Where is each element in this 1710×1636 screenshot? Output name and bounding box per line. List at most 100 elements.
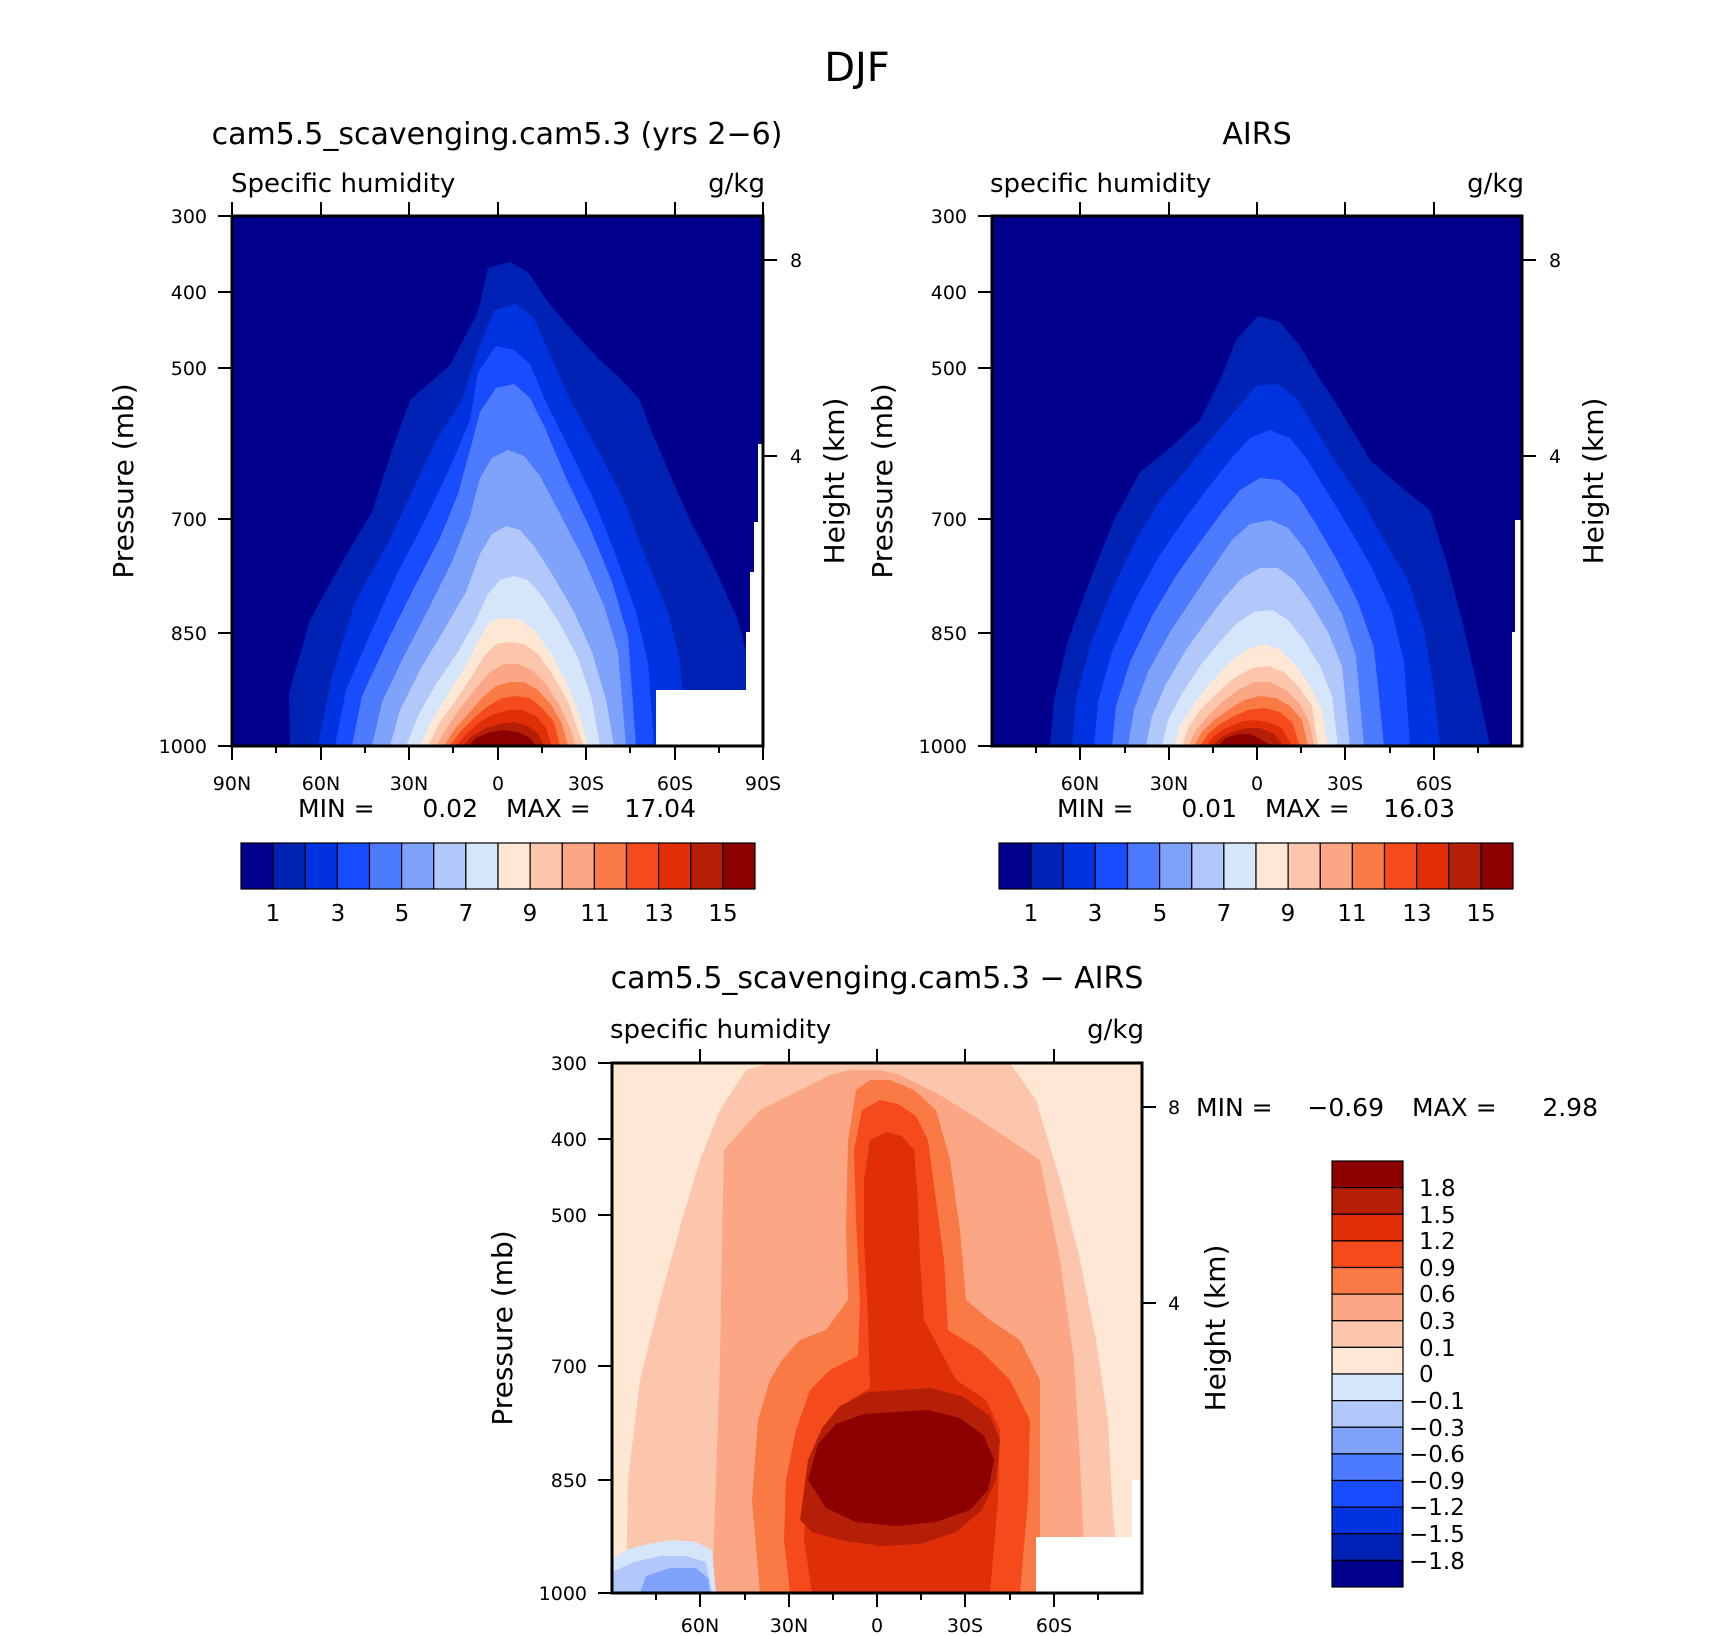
colorbar-swatch xyxy=(593,842,628,890)
colorbar-swatch xyxy=(240,842,274,890)
colorbar-swatch xyxy=(1159,842,1193,890)
panel-title: AIRS xyxy=(1222,117,1291,152)
y-tick-label: 400 xyxy=(551,1129,587,1151)
x-tick-label: 90S xyxy=(745,773,781,795)
colorbar-swatch xyxy=(1351,842,1386,890)
colorbar-label: 0.1 xyxy=(1419,1336,1456,1362)
colorbar-labels: 1 3 5 7 9 11 13 15 xyxy=(1024,901,1496,927)
colorbar-label: 0.3 xyxy=(1419,1309,1456,1335)
variable-label: specific humidity xyxy=(610,1015,831,1045)
colorbar-label: 11 xyxy=(580,901,609,927)
height-tick-label: 8 xyxy=(790,250,802,272)
y-tick-label: 400 xyxy=(931,282,967,304)
height-tick-labels: 8 4 xyxy=(790,250,802,468)
colorbar-label: 11 xyxy=(1337,901,1366,927)
min-value: 0.02 xyxy=(422,794,478,823)
y-tick-label: 1000 xyxy=(539,1583,587,1605)
x-tick-label: 30N xyxy=(1150,773,1188,795)
contour-field xyxy=(612,1063,1142,1593)
colorbar-label: 13 xyxy=(644,901,673,927)
colorbar-swatch xyxy=(272,842,306,890)
colorbar: 1 3 5 7 9 11 13 15 xyxy=(998,842,1514,927)
colorbar-label: 7 xyxy=(459,901,474,927)
contour-field xyxy=(992,216,1522,746)
y-axis-label: Pressure (mb) xyxy=(107,383,140,578)
colorbar-label: −0.9 xyxy=(1409,1469,1465,1495)
colorbar-label: −0.1 xyxy=(1409,1389,1465,1415)
colorbar-label: 9 xyxy=(1281,901,1296,927)
y-tick-label: 700 xyxy=(931,509,967,531)
y-tick-label: 500 xyxy=(551,1205,587,1227)
y-tick-label: 1000 xyxy=(919,736,967,758)
plot-ticks xyxy=(598,1049,1156,1607)
missing-data-region xyxy=(656,444,763,746)
y-tick-label: 300 xyxy=(171,206,207,228)
y-tick-label: 700 xyxy=(551,1356,587,1378)
colorbar-label: 0.9 xyxy=(1419,1256,1456,1282)
y-axis-label: Pressure (mb) xyxy=(866,383,899,578)
x-tick-label: 60S xyxy=(657,773,693,795)
diff-level-neg-0.6 xyxy=(640,1568,710,1593)
y-tick-label: 500 xyxy=(171,358,207,380)
colorbar-swatch xyxy=(1030,842,1064,890)
height-tick-label: 4 xyxy=(1168,1293,1180,1315)
colorbar-label: −1.8 xyxy=(1409,1549,1465,1575)
y-tick-label: 300 xyxy=(931,206,967,228)
colorbar-swatch xyxy=(529,842,563,890)
colorbar-swatch xyxy=(561,842,595,890)
height-tick-label: 8 xyxy=(1168,1097,1180,1119)
colorbar-swatch xyxy=(336,842,371,890)
max-value: 2.98 xyxy=(1542,1093,1598,1122)
y2-axis-label: Height (km) xyxy=(818,398,851,565)
colorbar-swatch xyxy=(368,842,403,890)
y-tick-label: 850 xyxy=(171,623,207,645)
colorbar-swatch xyxy=(1480,842,1514,890)
colorbar-label: 1.8 xyxy=(1419,1176,1456,1202)
colorbar-swatch xyxy=(1383,842,1418,890)
min-value: 0.01 xyxy=(1181,794,1237,823)
colorbar-swatch xyxy=(1448,842,1482,890)
min-max-readout: MIN = 0.01 MAX = 16.03 xyxy=(1057,794,1455,823)
y-axis-label: Pressure (mb) xyxy=(486,1230,519,1425)
colorbar-swatch xyxy=(433,842,467,890)
colorbar-label: 5 xyxy=(1153,901,1168,927)
colorbar: 1.8 1.5 1.2 0.9 0.6 0.3 0.1 0 −0.1 −0.3 … xyxy=(1331,1160,1465,1588)
units-label: g/kg xyxy=(1467,169,1524,199)
colorbar-swatch xyxy=(1331,1266,1404,1295)
y-tick-labels: 300 400 500 700 850 1000 xyxy=(159,206,207,758)
x-tick-label: 30S xyxy=(947,1615,983,1636)
colorbar-swatch xyxy=(1094,842,1129,890)
min-label: MIN = xyxy=(1057,794,1134,823)
colorbar-swatch xyxy=(1331,1240,1404,1269)
x-tick-labels: 60N 30N 0 30S 60S xyxy=(1061,773,1452,795)
y-tick-label: 400 xyxy=(171,282,207,304)
colorbar-label: 0 xyxy=(1419,1362,1434,1388)
x-tick-label: 60S xyxy=(1036,1615,1072,1636)
variable-label: specific humidity xyxy=(990,169,1211,199)
height-tick-labels: 8 4 xyxy=(1168,1097,1180,1315)
x-tick-labels: 60N 30N 0 30S 60S xyxy=(681,1615,1072,1636)
y-tick-label: 300 xyxy=(551,1053,587,1075)
y2-axis-label: Height (km) xyxy=(1199,1245,1232,1412)
panel-model: cam5.5_scavenging.cam5.3 (yrs 2−6) Speci… xyxy=(107,117,851,927)
min-max-readout: MIN = 0.02 MAX = 17.04 xyxy=(298,794,696,823)
colorbar-label: 1.2 xyxy=(1419,1229,1456,1255)
colorbar-label: 13 xyxy=(1402,901,1431,927)
max-value: 16.03 xyxy=(1383,794,1455,823)
colorbar-swatch xyxy=(465,842,499,890)
colorbar-swatch xyxy=(1191,842,1225,890)
missing-data-region xyxy=(1036,1480,1142,1593)
colorbar-label: −0.6 xyxy=(1409,1442,1465,1468)
y2-axis-label: Height (km) xyxy=(1577,398,1610,565)
colorbar-swatch xyxy=(304,842,338,890)
y-tick-labels: 300 400 500 700 850 1000 xyxy=(919,206,967,758)
colorbar-label: −0.3 xyxy=(1409,1416,1465,1442)
panel-diff: cam5.5_scavenging.cam5.3 − AIRS specific… xyxy=(486,961,1598,1636)
colorbar-label: 3 xyxy=(1088,901,1103,927)
colorbar-labels: 1.8 1.5 1.2 0.9 0.6 0.3 0.1 0 −0.1 −0.3 … xyxy=(1409,1176,1465,1575)
colorbar-label: 1.5 xyxy=(1419,1203,1456,1229)
contour-level-16 xyxy=(1218,734,1272,746)
colorbar-swatch xyxy=(1331,1160,1404,1189)
colorbar-swatch xyxy=(1331,1426,1404,1455)
